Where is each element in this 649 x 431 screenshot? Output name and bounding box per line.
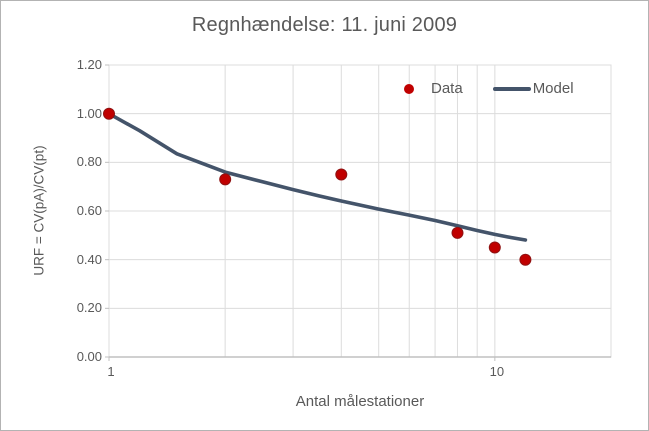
y-tick-label: 0.20 <box>76 300 102 316</box>
data-point <box>519 253 532 266</box>
x-tick-label: 1 <box>107 364 115 379</box>
data-series-marker-icon <box>404 83 414 94</box>
legend-label-data: Data <box>431 80 463 97</box>
data-point <box>335 168 348 181</box>
legend-item-data: Data <box>397 80 463 97</box>
data-point <box>103 107 115 120</box>
data-point <box>219 173 232 186</box>
chart-title: Regnhændelse: 11. juni 2009 <box>191 14 458 36</box>
x-tick-label: 10 <box>489 364 505 379</box>
x-axis-title: Antal målestationer <box>295 393 425 410</box>
legend-label-model: Model <box>532 80 574 97</box>
data-point <box>488 241 501 254</box>
y-tick-label: 1.00 <box>76 105 102 121</box>
legend: Data Model <box>397 80 574 97</box>
legend-item-model: Model <box>492 80 574 97</box>
model-line <box>107 111 528 242</box>
y-tick-label: 0.40 <box>76 251 102 267</box>
y-axis-title: URF = CV(pA)/CV(pt) <box>31 145 47 276</box>
data-point <box>451 226 464 239</box>
y-tick-label: 0.80 <box>76 154 102 170</box>
y-tick-label: 1.20 <box>76 57 102 72</box>
y-tick-label: 0.60 <box>76 203 102 218</box>
y-tick-label: 0.00 <box>76 349 102 364</box>
model-series-marker-icon <box>492 86 531 91</box>
